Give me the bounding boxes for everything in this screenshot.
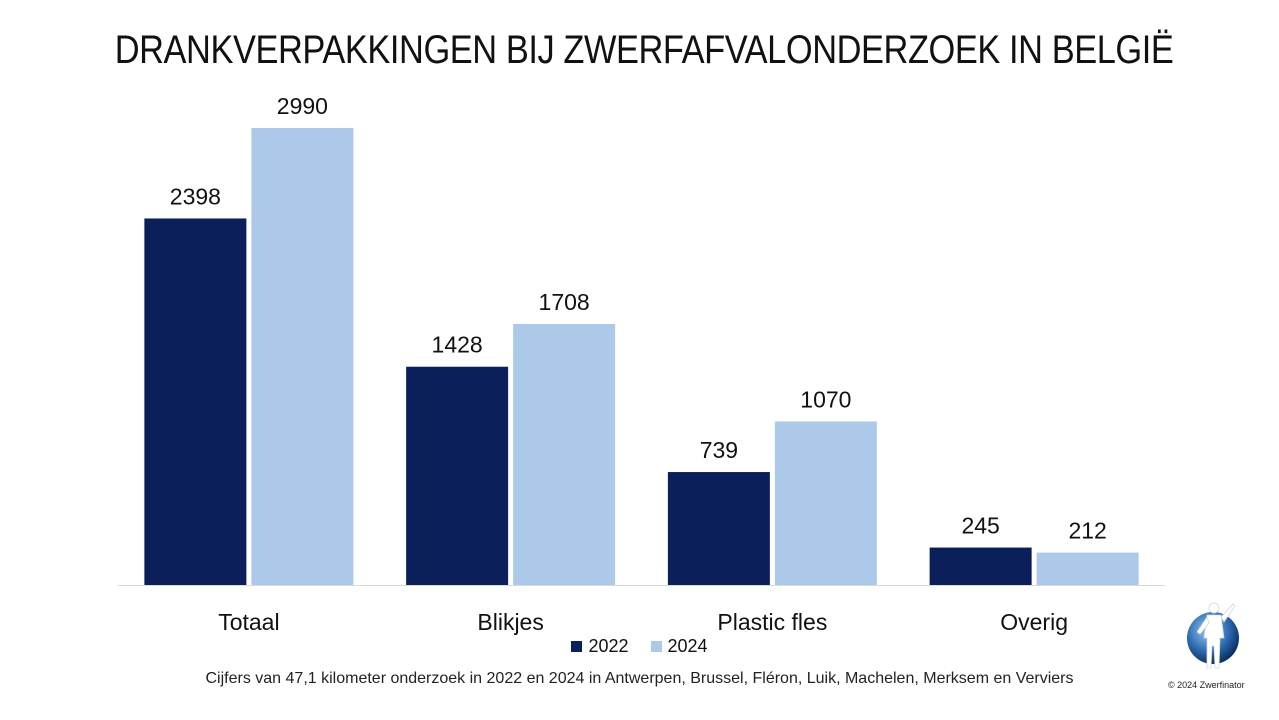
bar-blikjes-2022: [406, 366, 509, 585]
footnote: Cijfers van 47,1 kilometer onderzoek in …: [205, 670, 1074, 687]
bar-plastic-fles-2024: [774, 421, 877, 585]
zwerfinator-logo: [1187, 602, 1239, 669]
data-label-blikjes-2022: 1428: [432, 332, 483, 358]
data-label-totaal-2022: 2398: [170, 183, 221, 209]
legend-label-2024: 2024: [667, 636, 708, 656]
category-label-plastic-fles: Plastic fles: [717, 609, 827, 635]
legend-label-2022: 2022: [588, 636, 629, 656]
copyright-text: © 2024 Zwerfinator: [1168, 680, 1245, 690]
category-label-totaal: Totaal: [218, 609, 279, 635]
bar-totaal-2022: [144, 218, 247, 585]
data-label-totaal-2024: 2990: [277, 93, 328, 119]
legend-item-2024: 2024: [650, 636, 708, 657]
bar-overig-2022: [929, 547, 1032, 585]
bar-plastic-fles-2022: [667, 472, 770, 585]
category-label-blikjes: Blikjes: [477, 609, 543, 635]
bar-totaal-2024: [251, 128, 354, 585]
data-label-plastic-fles-2022: 739: [700, 437, 738, 463]
legend-swatch-2024: [650, 641, 662, 652]
chart-title: DRANKVERPAKKINGEN BIJ ZWERFAFVALONDERZOE…: [114, 28, 1174, 72]
legend-item-2022: 2022: [571, 636, 629, 657]
data-label-overig-2022: 245: [961, 513, 999, 539]
data-label-overig-2024: 212: [1068, 518, 1106, 544]
legend-swatch-2022: [571, 641, 583, 652]
bar-overig-2024: [1036, 552, 1139, 585]
data-label-blikjes-2024: 1708: [539, 289, 590, 315]
legend: 2022 2024: [0, 636, 1279, 657]
bar-blikjes-2024: [513, 323, 616, 585]
category-label-overig: Overig: [1000, 609, 1068, 635]
data-label-plastic-fles-2024: 1070: [800, 386, 851, 412]
